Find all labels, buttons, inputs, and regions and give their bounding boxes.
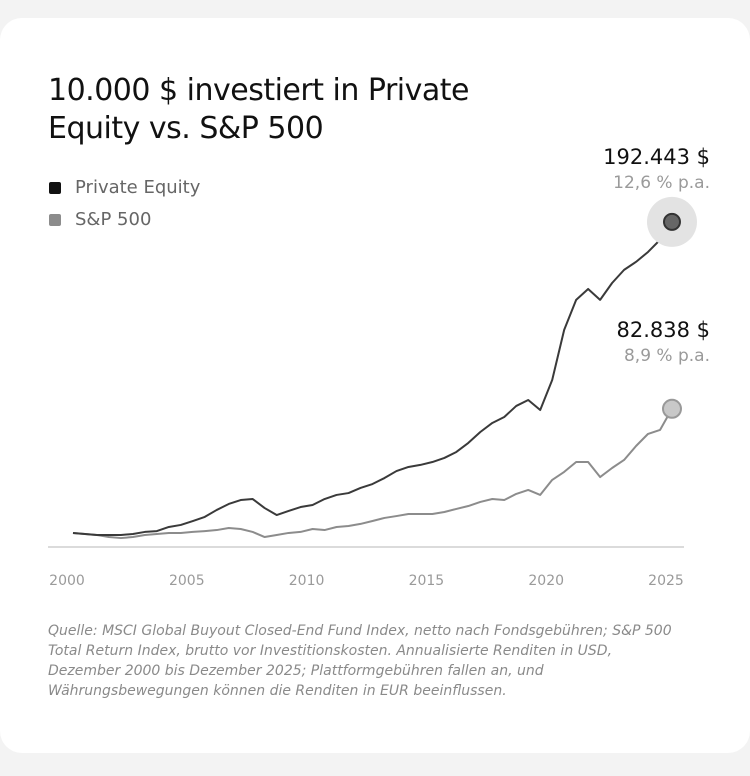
end-marker — [662, 212, 681, 231]
series-line — [72, 221, 673, 536]
series-line — [72, 408, 673, 540]
x-tick-label: 2025 — [648, 573, 684, 589]
chart-title: 10.000 $ investiert in Private Equity vs… — [48, 73, 469, 146]
legend-label: Private Equity — [75, 177, 201, 198]
legend-swatch — [49, 214, 61, 226]
x-tick-label: 2005 — [169, 573, 205, 589]
annotation: 8,9 % p.a. — [624, 346, 710, 366]
legend-label: S&P 500 — [75, 209, 151, 230]
value-label: 82.838 $ — [616, 318, 710, 342]
end-marker — [661, 398, 682, 419]
x-tick-label: 2010 — [289, 573, 325, 589]
card — [0, 18, 750, 753]
legend-swatch — [49, 182, 61, 194]
x-tick-label: 2000 — [49, 573, 85, 589]
footnote: Quelle: MSCI Global Buyout Closed-End Fu… — [48, 623, 672, 699]
annotation: 12,6 % p.a. — [613, 173, 710, 193]
x-tick-label: 2015 — [409, 573, 445, 589]
x-tick-label: 2020 — [528, 573, 564, 589]
value-label: 192.443 $ — [603, 145, 710, 169]
